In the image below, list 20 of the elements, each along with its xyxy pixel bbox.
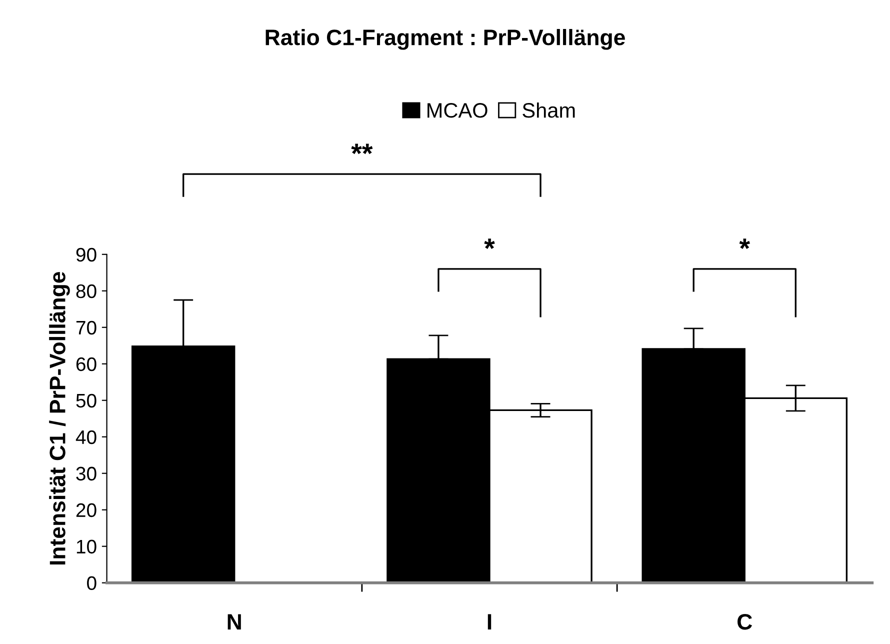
x-tick-label: I [488,614,492,630]
y-tick-label: 20 [76,503,96,518]
y-tick-label: 80 [76,284,96,298]
y-tick-label: 70 [76,320,96,335]
y-axis-title: Intensität C1 / PrP-Volllänge [49,272,70,564]
y-tick-label: 10 [76,540,96,554]
text: * [484,238,495,249]
y-tick-label: 40 [76,430,96,444]
x-tick-label: C [738,614,752,630]
legend-label: Sham [522,102,575,118]
y-tick-label: 60 [76,357,96,372]
y-tick-label: 50 [76,394,96,408]
text: ** [351,144,373,154]
y-tick-label: 0 [87,576,96,590]
legend-label: MCAO [428,103,488,118]
chart-title: Ratio C1-Fragment : PrP-Volllänge [266,28,625,50]
text: * [739,238,750,249]
y-tick-label: 30 [76,466,96,481]
x-tick-label: N [228,614,241,630]
y-tick-label: 90 [76,248,96,262]
